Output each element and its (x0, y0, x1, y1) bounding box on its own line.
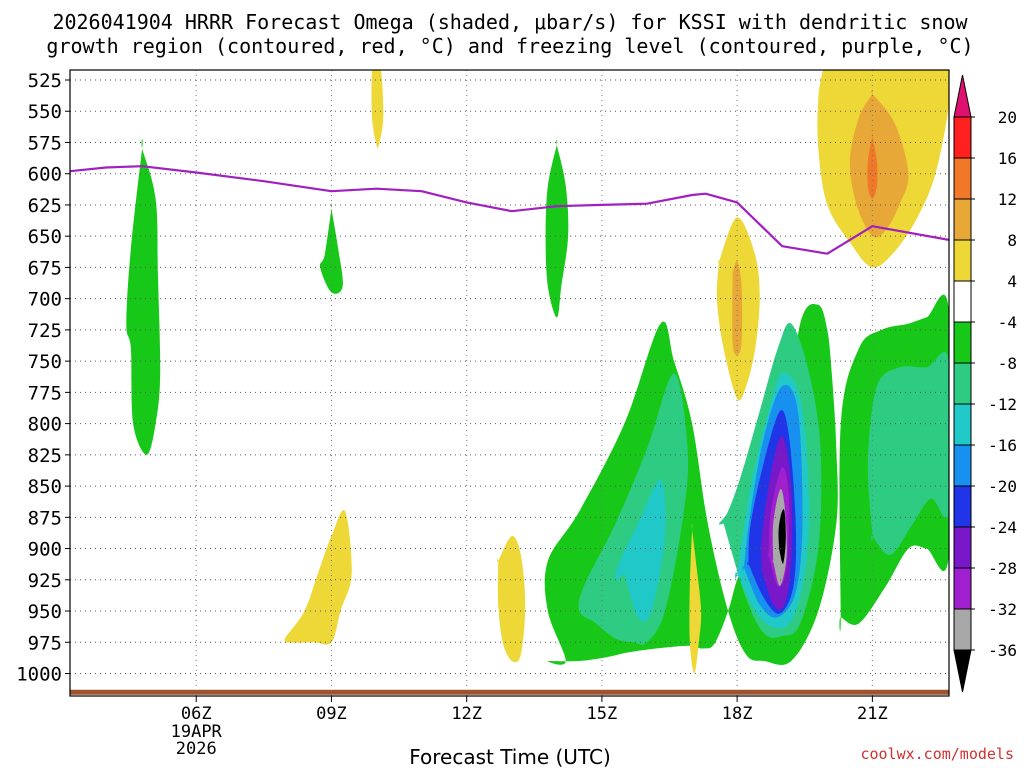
xtick-label-18Z: 18Z (722, 704, 753, 724)
xtick-date: 19APR (171, 722, 223, 742)
xtick-label-06Z: 06Z (181, 704, 212, 724)
ytick-label-550: 550 (28, 101, 62, 123)
ytick-label-625: 625 (28, 195, 62, 217)
colorbar-box-4 (953, 280, 972, 323)
ytick-label-700: 700 (28, 289, 62, 311)
colorbar-box-8 (953, 239, 972, 282)
colorbar-label--8: -8 (998, 354, 1017, 373)
ytick-label-975: 975 (28, 632, 62, 654)
colorbar-label-20: 20 (998, 108, 1017, 127)
omega-region-green-4-early (126, 139, 161, 455)
ytick-label-575: 575 (28, 132, 62, 154)
ytick-label-850: 850 (28, 476, 62, 498)
colorbar-label-16: 16 (998, 149, 1017, 168)
colorbar-label--32: -32 (988, 600, 1017, 619)
colorbar-label-8: 8 (1007, 231, 1017, 250)
site-credit: coolwx.com/models (860, 745, 1014, 763)
colorbar-box-20 (953, 116, 972, 159)
omega-region-yellow-4-17z (689, 523, 702, 674)
colorbar-label--20: -20 (988, 477, 1017, 496)
ytick-label-600: 600 (28, 164, 62, 186)
colorbar-box--16 (953, 444, 972, 487)
xtick-label-15Z: 15Z (587, 704, 618, 724)
colorbar-label-4: 4 (1007, 272, 1017, 291)
omega-region-cyan-12-west (615, 479, 666, 622)
xtick-year: 2026 (176, 739, 217, 759)
colorbar-box-16 (953, 157, 972, 200)
omega-region-yellow-4-09z (284, 509, 352, 645)
ytick-label-800: 800 (28, 414, 62, 436)
omega-region-teal-8-late (867, 351, 949, 555)
omega-region-green-4-14z (545, 139, 569, 318)
colorbar-box--32 (953, 608, 972, 651)
ground-strip (70, 689, 949, 695)
colorbar: 20 16 12 8 4 -4 -8 -12 -16 -20 -24 -28 -32 -36 (953, 74, 1017, 693)
ytick-label-1000: 1000 (16, 664, 62, 686)
colorbar-box-12 (953, 198, 972, 241)
colorbar-label--12: -12 (988, 395, 1017, 414)
omega-region-yellow-4-13z (497, 536, 526, 663)
colorbar-box--4 (953, 321, 972, 364)
ytick-label-925: 925 (28, 570, 62, 592)
chart-title-line1: 2026041904 HRRR Forecast Omega (shaded, … (52, 10, 968, 34)
ytick-label-725: 725 (28, 320, 62, 342)
xtick-label-12Z: 12Z (451, 704, 482, 724)
ground-layer (70, 689, 949, 695)
ytick-label-950: 950 (28, 601, 62, 623)
x-axis-label: Forecast Time (UTC) (409, 745, 611, 768)
colorbar-bottom-arrow (953, 649, 972, 693)
ytick-label-525: 525 (28, 70, 62, 92)
ytick-label-900: 900 (28, 539, 62, 561)
colorbar-label--28: -28 (988, 559, 1017, 578)
colorbar-box--12 (953, 403, 972, 446)
omega-region-green-4-09z (319, 203, 343, 294)
omega-shading (126, 70, 949, 674)
ytick-label-825: 825 (28, 445, 62, 467)
ytick-label-750: 750 (28, 351, 62, 373)
ytick-label-775: 775 (28, 382, 62, 404)
colorbar-box--20 (953, 485, 972, 528)
colorbar-label--36: -36 (988, 641, 1017, 660)
xtick-label-09Z: 09Z (316, 704, 347, 724)
ytick-label-875: 875 (28, 507, 62, 529)
xtick-label-21Z: 21Z (857, 704, 888, 724)
ytick-label-650: 650 (28, 226, 62, 248)
chart-title-line2: growth region (contoured, red, °C) and f… (46, 34, 973, 58)
plot-frame (69, 69, 950, 697)
freezing-level-line (70, 165, 949, 255)
axes: 525 550 575 600 625 650 675 700 725 750 775 800 825 8… (16, 69, 950, 759)
colorbar-box--8 (953, 362, 972, 405)
freezing-level-contour (70, 165, 949, 255)
colorbar-label--4: -4 (998, 313, 1017, 332)
colorbar-label--24: -24 (988, 518, 1017, 537)
omega-region-gold-8-21z (849, 90, 909, 238)
colorbar-label--16: -16 (988, 436, 1017, 455)
omega-region-black-36 (778, 509, 786, 564)
omega-region-teal-8-west (578, 373, 689, 645)
omega-region-gold-8-18z (732, 260, 743, 355)
colorbar-label-12: 12 (998, 190, 1017, 209)
colorbar-box--24 (953, 526, 972, 569)
omega-region-yellow-4-10z (371, 70, 384, 149)
ytick-label-675: 675 (28, 257, 62, 279)
colorbar-box--28 (953, 567, 972, 610)
